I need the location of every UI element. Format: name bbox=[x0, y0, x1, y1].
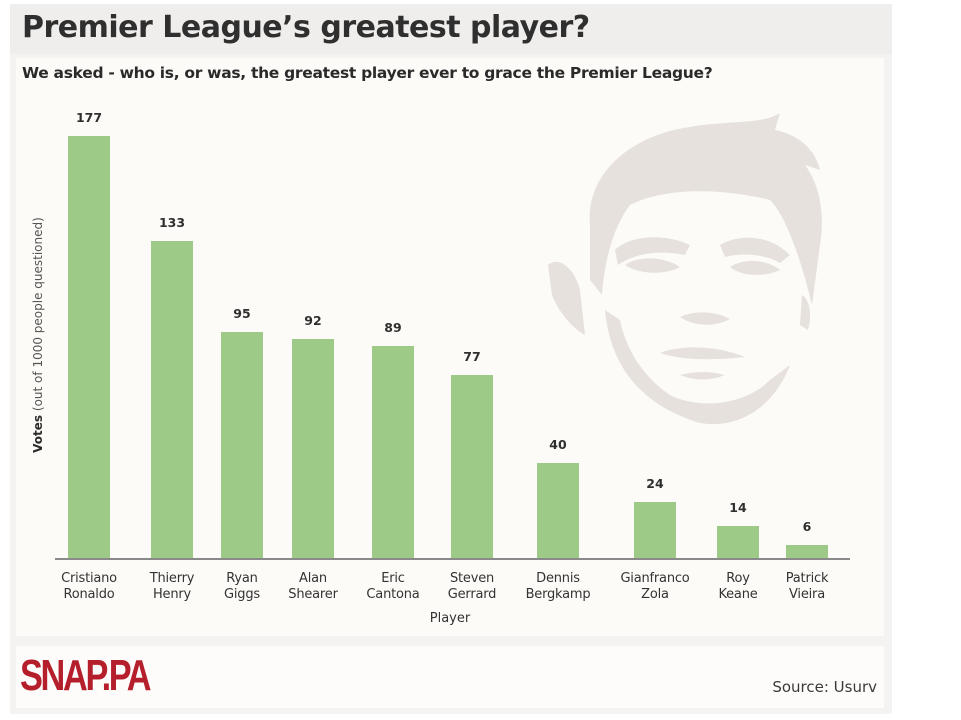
x-tick-label: Patrick Vieira bbox=[757, 571, 857, 603]
plot-area bbox=[55, 110, 850, 559]
bar-patrick-vieira bbox=[786, 545, 828, 559]
x-tick-label-line: Gianfranco bbox=[620, 571, 690, 586]
x-tick-label: Thierry Henry bbox=[122, 571, 222, 603]
bar-ryan-giggs bbox=[221, 332, 263, 559]
y-axis-label-bold: Votes bbox=[31, 414, 45, 453]
header-band bbox=[10, 4, 892, 54]
x-tick-label-line: Zola bbox=[641, 587, 669, 602]
bar-value-label: 40 bbox=[549, 437, 567, 452]
x-tick-label: Eric Cantona bbox=[343, 571, 443, 603]
x-tick-label: Roy Keane bbox=[688, 571, 788, 603]
x-tick-label: Alan Shearer bbox=[263, 571, 363, 603]
x-tick-label: Dennis Bergkamp bbox=[508, 571, 608, 603]
x-tick-label-line: Patrick bbox=[785, 571, 829, 586]
bar-value-label: 77 bbox=[463, 349, 481, 364]
x-tick-label: Steven Gerrard bbox=[422, 571, 522, 603]
x-tick-label-line: Cristiano bbox=[61, 571, 117, 586]
bar-value-label: 24 bbox=[646, 476, 664, 491]
x-tick-label-line: Thierry bbox=[149, 571, 195, 586]
x-tick-label: Cristiano Ronaldo bbox=[39, 571, 139, 603]
x-tick-label: Gianfranco Zola bbox=[605, 571, 705, 603]
x-tick-label-line: Keane bbox=[718, 587, 758, 602]
bar-roy-keane bbox=[717, 526, 759, 559]
x-tick-label-line: Ryan bbox=[226, 571, 258, 586]
x-axis-line bbox=[55, 558, 850, 560]
chart-title: Premier League’s greatest player? bbox=[22, 10, 590, 45]
y-axis-label-rest: (out of 1000 people questioned) bbox=[31, 217, 45, 412]
bar-thierry-henry bbox=[151, 241, 193, 559]
x-tick-label-line: Bergkamp bbox=[525, 587, 591, 602]
x-tick-label-line: Dennis bbox=[536, 571, 580, 586]
x-tick-label-line: Gerrard bbox=[447, 587, 497, 602]
x-tick-label-line: Cantona bbox=[366, 587, 420, 602]
bar-value-label: 89 bbox=[384, 320, 402, 335]
bar-value-label: 6 bbox=[802, 519, 812, 534]
x-tick-label-line: Alan bbox=[299, 571, 327, 586]
x-tick-label-line: Henry bbox=[152, 587, 192, 602]
x-tick-label-line: Steven bbox=[449, 571, 495, 586]
snap-pa-logo: SNAP.PA bbox=[20, 651, 152, 700]
bar-dennis-bergkamp bbox=[537, 463, 579, 559]
chart-subtitle: We asked - who is, or was, the greatest … bbox=[22, 64, 713, 82]
x-tick-label-line: Ronaldo bbox=[63, 587, 115, 602]
bar-value-label: 133 bbox=[158, 215, 186, 230]
bar-value-label: 177 bbox=[75, 110, 103, 125]
bar-alan-shearer bbox=[292, 339, 334, 559]
bar-eric-cantona bbox=[372, 346, 414, 559]
bar-value-label: 92 bbox=[304, 313, 322, 328]
footer-band bbox=[16, 646, 884, 708]
x-tick-label-line: Vieira bbox=[789, 587, 825, 602]
x-tick-label: Ryan Giggs bbox=[192, 571, 292, 603]
y-axis-label: Votes (out of 1000 people questioned) bbox=[31, 217, 45, 453]
x-axis-label: Player bbox=[429, 611, 471, 626]
bar-steven-gerrard bbox=[451, 375, 493, 559]
x-tick-label-line: Eric bbox=[381, 571, 405, 586]
x-tick-label-line: Giggs bbox=[224, 587, 260, 602]
x-tick-label-line: Roy bbox=[726, 571, 750, 586]
player-portrait-illustration bbox=[548, 113, 822, 425]
x-tick-label-line: Shearer bbox=[288, 587, 338, 602]
bar-value-label: 14 bbox=[729, 500, 747, 515]
bar-gianfranco-zola bbox=[634, 502, 676, 559]
source-credit: Source: Usurv bbox=[772, 678, 877, 696]
bar-cristiano-ronaldo bbox=[68, 136, 110, 559]
bar-value-label: 95 bbox=[233, 306, 251, 321]
